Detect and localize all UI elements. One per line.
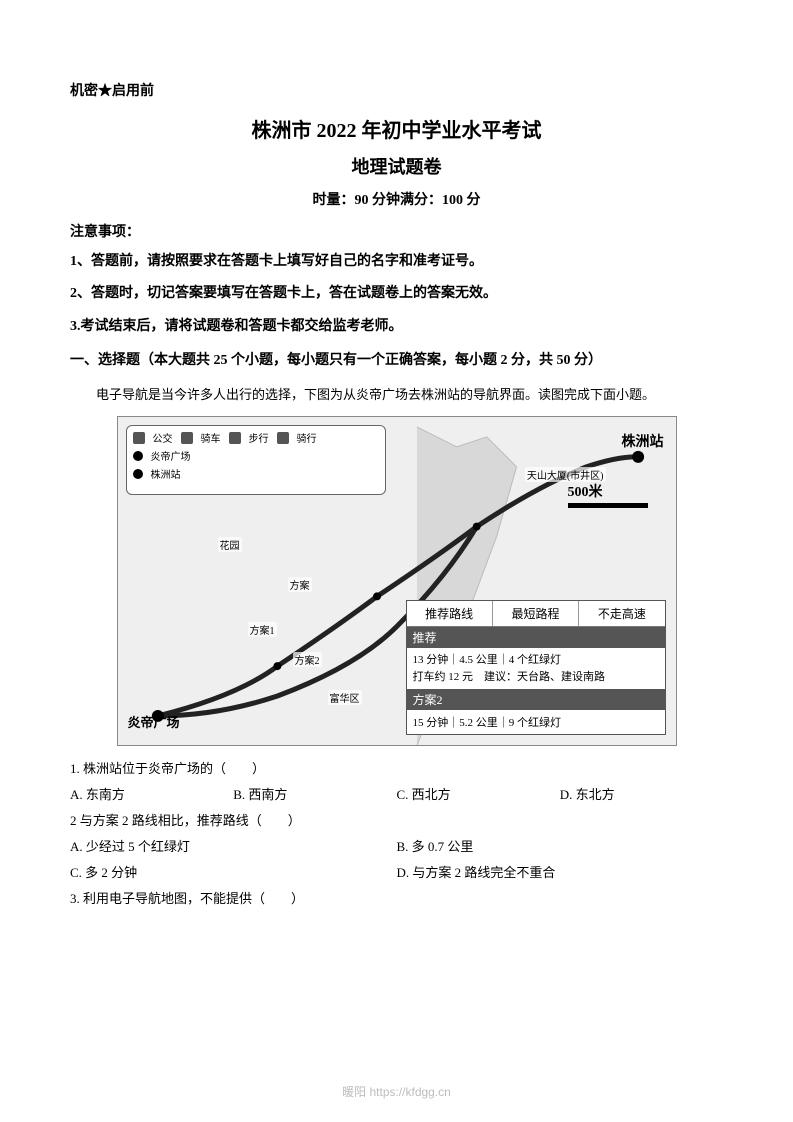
q1-stem: 1. 株洲站位于炎帝广场的（ ） [70,756,723,782]
plan2-head: 方案2 [407,689,665,710]
map-scale: 500米 [568,481,648,508]
scale-text: 500米 [568,481,648,501]
map-small-label-2: 方案 [288,577,312,592]
pin-icon [133,469,143,479]
section-1-heading: 一、选择题（本大题共 25 个小题，每小题只有一个正确答案，每小题 2 分，共 … [70,348,723,373]
from-label: 炎帝广场 [151,448,191,463]
secret-header: 机密★启用前 [70,80,723,100]
map-small-label-3: 方案1 [248,622,277,637]
tab-no-highway: 不走高速 [579,601,664,626]
scale-bar [568,503,648,508]
q2-options: A. 少经过 5 个红绿灯 B. 多 0.7 公里 C. 多 2 分钟 D. 与… [70,834,723,886]
q1-opt-b: B. 西南方 [233,782,396,808]
map-small-label-5: 富华区 [328,690,362,705]
to-label: 株洲站 [151,466,181,481]
to-row: 株洲站 [133,466,379,481]
map-small-label-4: 方案2 [293,652,322,667]
recommended-head: 推荐 [407,627,665,648]
navigation-map: 公交 骑车 步行 骑行 炎帝广场 株洲站 株洲站 天山大厦(市井区) 500米 … [117,416,677,746]
reco-line2: 打车约 12 元 建议：天台路、建设南路 [413,669,659,686]
walk-icon [229,432,241,444]
q2-stem: 2 与方案 2 路线相比，推荐路线（ ） [70,808,723,834]
plan2-body: 15 分钟｜5.2 公里｜9 个红绿灯 [407,710,665,734]
station-text: 株洲站 [622,435,664,450]
building-label: 天山大厦(市井区) [525,467,606,482]
q2-opt-c: C. 多 2 分钟 [70,860,397,886]
mode-walk: 步行 [249,430,269,445]
recommended-body: 13 分钟｜4.5 公里｜4 个红绿灯 打车约 12 元 建议：天台路、建设南路 [407,648,665,689]
title-sub: 地理试题卷 [70,153,723,179]
reco-line1: 13 分钟｜4.5 公里｜4 个红绿灯 [413,652,659,669]
notice-item-3: 3.考试结束后，请将试题卷和答题卡都交给监考老师。 [70,316,723,338]
q3-stem: 3. 利用电子导航地图，不能提供（ ） [70,886,723,912]
start-label: 炎帝广场 [128,712,180,731]
map-small-label-1: 花园 [218,537,242,552]
q1-options: A. 东南方 B. 西南方 C. 西北方 D. 东北方 [70,782,723,808]
car-icon [181,432,193,444]
q2-opt-b: B. 多 0.7 公里 [397,834,724,860]
bus-icon [133,432,145,444]
notice-item-1: 1、答题前，请按照要求在答题卡上填写好自己的名字和准考证号。 [70,251,723,273]
q1-opt-d: D. 东北方 [560,782,723,808]
passage-text: 电子导航是当今许多人出行的选择，下图为从炎帝广场去株洲站的导航界面。读图完成下面… [70,383,723,408]
tab-recommended: 推荐路线 [407,601,493,626]
pin-icon [133,451,143,461]
notice-heading: 注意事项： [70,221,723,241]
q2-opt-d: D. 与方案 2 路线完全不重合 [397,860,724,886]
mode-car: 骑车 [201,430,221,445]
page-footer: 暖阳 https://kfdgg.cn [0,1083,793,1100]
map-search-panel: 公交 骑车 步行 骑行 炎帝广场 株洲站 [126,425,386,495]
tab-shortest: 最短路程 [493,601,579,626]
mode-bus: 公交 [153,430,173,445]
bike-icon [277,432,289,444]
route-tabs: 推荐路线 最短路程 不走高速 [407,601,665,627]
q1-opt-a: A. 东南方 [70,782,233,808]
from-row: 炎帝广场 [133,448,379,463]
title-main: 株洲市 2022 年初中学业水平考试 [70,114,723,143]
q2-opt-a: A. 少经过 5 个红绿灯 [70,834,397,860]
mode-bike: 骑行 [297,430,317,445]
station-label: 株洲站 [622,435,664,450]
route-panel: 推荐路线 最短路程 不走高速 推荐 13 分钟｜4.5 公里｜4 个红绿灯 打车… [406,600,666,735]
q1-opt-c: C. 西北方 [397,782,560,808]
notice-item-2: 2、答题时，切记答案要填写在答题卡上，答在试题卷上的答案无效。 [70,283,723,305]
transport-mode-row: 公交 骑车 步行 骑行 [133,430,379,445]
time-score: 时量：90 分钟满分：100 分 [70,189,723,209]
